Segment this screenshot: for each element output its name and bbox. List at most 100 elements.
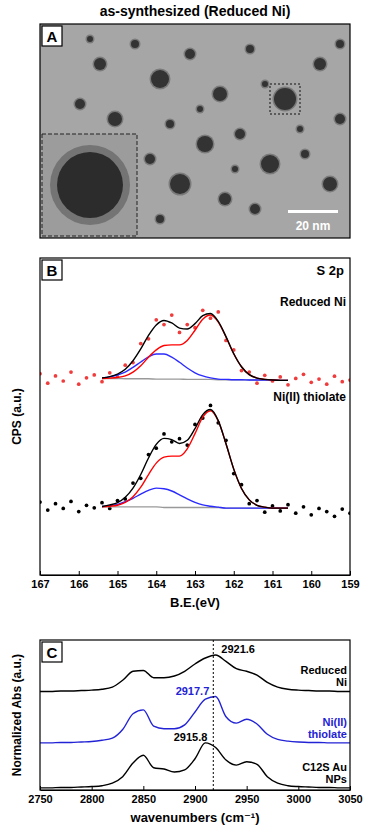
x-tick-mark bbox=[195, 786, 196, 790]
x-tick: 2900 bbox=[183, 786, 207, 805]
plot-frame bbox=[40, 640, 350, 790]
particle bbox=[197, 136, 213, 152]
series-label: Reduced Ni bbox=[280, 295, 346, 309]
x-tick: 2950 bbox=[235, 786, 259, 805]
x-tick-label: 159 bbox=[341, 578, 359, 590]
data-point bbox=[123, 363, 127, 367]
panel-frame bbox=[40, 24, 350, 238]
particle bbox=[75, 99, 85, 109]
particle bbox=[185, 49, 195, 59]
particle-shell bbox=[313, 57, 328, 72]
x-tick-label: 2900 bbox=[183, 793, 207, 805]
data-point bbox=[108, 371, 112, 375]
data-point bbox=[333, 514, 337, 518]
data-point bbox=[100, 501, 104, 505]
particle bbox=[323, 177, 337, 191]
data-point bbox=[209, 316, 213, 320]
x-tick-label: 161 bbox=[264, 578, 282, 590]
particle-shell bbox=[74, 98, 87, 111]
data-point bbox=[247, 502, 251, 506]
particle bbox=[262, 81, 268, 87]
data-point bbox=[54, 502, 58, 506]
data-point bbox=[85, 376, 89, 380]
zoom-marker bbox=[270, 84, 300, 114]
x-tick-mark bbox=[40, 571, 41, 575]
x-tick-label: 2750 bbox=[28, 793, 52, 805]
data-point bbox=[340, 380, 344, 384]
data-point bbox=[46, 381, 50, 385]
data-point bbox=[294, 377, 298, 381]
particle bbox=[156, 215, 164, 223]
data-point bbox=[185, 323, 189, 327]
panel-letter-box bbox=[42, 26, 62, 46]
data-point bbox=[309, 380, 313, 384]
x-tick-mark bbox=[311, 571, 312, 575]
series-label-line: NPs bbox=[326, 773, 347, 785]
x-tick-mark bbox=[247, 786, 248, 790]
particle-shell bbox=[196, 105, 205, 114]
data-point bbox=[92, 373, 96, 377]
particle bbox=[336, 40, 344, 48]
x-tick-mark bbox=[234, 571, 235, 575]
particle-shell bbox=[144, 153, 157, 166]
x-tick-label: 164 bbox=[148, 578, 167, 590]
data-point bbox=[302, 372, 306, 376]
panel-letter: B bbox=[47, 262, 58, 279]
data-point bbox=[317, 377, 321, 381]
x-tick-mark bbox=[92, 786, 93, 790]
x-tick: 163 bbox=[186, 571, 204, 590]
data-point bbox=[309, 513, 313, 517]
data-point bbox=[54, 374, 58, 378]
data-point bbox=[255, 381, 259, 385]
particle bbox=[108, 112, 122, 126]
particle-shell bbox=[273, 87, 298, 112]
x-axis: 167 166 165 164 163 162 161 160 159 bbox=[31, 571, 359, 590]
particle bbox=[301, 150, 309, 158]
data-point bbox=[162, 323, 166, 327]
data-point bbox=[46, 508, 50, 512]
x-tick-label: 3050 bbox=[338, 793, 362, 805]
particle bbox=[197, 106, 203, 112]
data-point bbox=[131, 481, 135, 485]
particle bbox=[219, 193, 231, 205]
particle-shell bbox=[155, 214, 166, 225]
x-tick-mark bbox=[350, 786, 351, 790]
particle bbox=[87, 36, 93, 42]
x-tick-mark bbox=[40, 786, 41, 790]
particle bbox=[170, 174, 190, 194]
particle-shell bbox=[86, 35, 95, 44]
particle-shell bbox=[334, 113, 347, 126]
x-tick-label: 3000 bbox=[287, 793, 311, 805]
x-axis: 2750280028502900295030003050 bbox=[28, 786, 362, 805]
x-tick-label: 165 bbox=[109, 578, 127, 590]
series-label: C12S AuNPs bbox=[302, 761, 347, 785]
particle bbox=[246, 45, 254, 53]
panel-letter: A bbox=[47, 28, 58, 45]
series-label-line: Ni bbox=[336, 676, 347, 688]
plot-frame bbox=[40, 258, 350, 575]
x-tick-label: 2850 bbox=[132, 793, 156, 805]
data-point bbox=[263, 373, 267, 377]
plot-area bbox=[40, 308, 350, 518]
x-tick: 159 bbox=[341, 571, 359, 590]
particle bbox=[151, 70, 169, 88]
data-point bbox=[302, 505, 306, 509]
x-tick: 2750 bbox=[28, 786, 52, 805]
particle bbox=[213, 87, 227, 101]
particle bbox=[335, 114, 345, 124]
x-tick: 166 bbox=[70, 571, 88, 590]
particle-shell bbox=[234, 128, 247, 141]
x-tick-label: 160 bbox=[303, 578, 321, 590]
series-label: ReducedNi bbox=[301, 664, 347, 688]
figure: as-synthesized (Reduced Ni)20 nmA1671661… bbox=[0, 0, 369, 840]
peak-label: 2915.8 bbox=[174, 731, 208, 743]
tem-image: 20 nm bbox=[40, 24, 350, 238]
particle bbox=[297, 126, 303, 132]
image-background bbox=[40, 24, 350, 238]
x-tick-label: 167 bbox=[31, 578, 49, 590]
x-axis-line bbox=[41, 790, 351, 791]
x-axis-title: B.E.(eV) bbox=[170, 595, 220, 610]
x-tick: 162 bbox=[225, 571, 243, 590]
data-point bbox=[209, 404, 213, 408]
data-point bbox=[69, 500, 73, 504]
